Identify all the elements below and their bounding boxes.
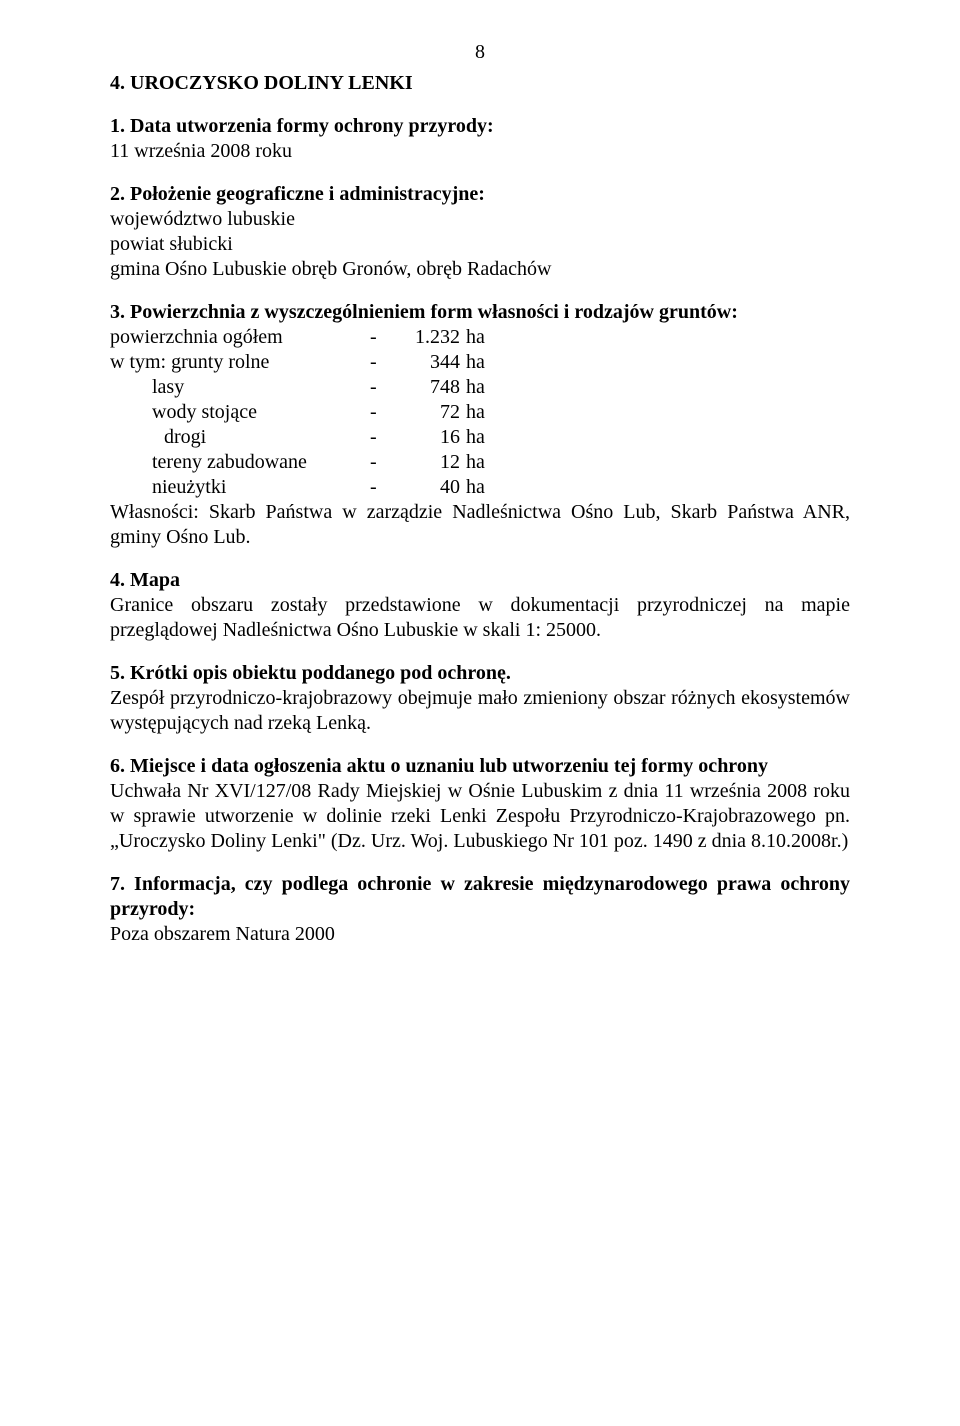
- land-row-label: drogi: [110, 425, 370, 450]
- section-4-head: 4. Mapa: [110, 569, 180, 591]
- section-6: 6. Miejsce i data ogłoszenia aktu o uzna…: [110, 754, 850, 854]
- land-row: lasy-748ha: [110, 375, 850, 400]
- land-row: wody stojące-72ha: [110, 400, 850, 425]
- land-row-unit: ha: [460, 425, 485, 450]
- section-6-head: 6. Miejsce i data ogłoszenia aktu o uzna…: [110, 754, 850, 779]
- land-row-label: tereny zabudowane: [110, 450, 370, 475]
- land-row-dash: -: [370, 400, 400, 425]
- land-row: powierzchnia ogółem-1.232ha: [110, 325, 850, 350]
- land-row-dash: -: [370, 425, 400, 450]
- land-row-dash: -: [370, 350, 400, 375]
- section-1-head: 1. Data utworzenia formy ochrony przyrod…: [110, 114, 850, 139]
- section-5-head: 5. Krótki opis obiektu poddanego pod och…: [110, 661, 850, 686]
- land-row-value: 16: [400, 425, 460, 450]
- section-3: 3. Powierzchnia z wyszczególnieniem form…: [110, 300, 850, 550]
- page-title: 4. UROCZYSKO DOLINY LENKI: [110, 71, 850, 96]
- section-5-body: Zespół przyrodniczo-krajobrazowy obejmuj…: [110, 686, 850, 736]
- land-row-label: w tym: grunty rolne: [110, 350, 370, 375]
- land-row-value: 344: [400, 350, 460, 375]
- land-row-dash: -: [370, 475, 400, 500]
- land-row-dash: -: [370, 450, 400, 475]
- land-row-label: powierzchnia ogółem: [110, 325, 370, 350]
- document-page: 8 4. UROCZYSKO DOLINY LENKI 1. Data utwo…: [0, 0, 960, 1426]
- section-6-body: Uchwała Nr XVI/127/08 Rady Miejskiej w O…: [110, 779, 850, 854]
- land-row-value: 748: [400, 375, 460, 400]
- land-row: drogi-16ha: [110, 425, 850, 450]
- land-rows-container: powierzchnia ogółem-1.232haw tym: grunty…: [110, 325, 850, 500]
- section-3-head: 3. Powierzchnia z wyszczególnieniem form…: [110, 300, 850, 325]
- section-1-body: 11 września 2008 roku: [110, 139, 850, 164]
- section-3-tail: Własności: Skarb Państwa w zarządzie Nad…: [110, 500, 850, 550]
- land-row-unit: ha: [460, 450, 485, 475]
- land-row-dash: -: [370, 325, 400, 350]
- section-1: 1. Data utworzenia formy ochrony przyrod…: [110, 114, 850, 164]
- land-row-value: 40: [400, 475, 460, 500]
- section-2-head: 2. Położenie geograficzne i administracy…: [110, 182, 850, 207]
- land-row-label: lasy: [110, 375, 370, 400]
- section-7-head: 7. Informacja, czy podlega ochronie w za…: [110, 872, 850, 922]
- section-4-body: Granice obszaru zostały przedstawione w …: [110, 593, 850, 643]
- land-row: w tym: grunty rolne-344ha: [110, 350, 850, 375]
- land-row-label: wody stojące: [110, 400, 370, 425]
- land-row-value: 72: [400, 400, 460, 425]
- section-2-line1: województwo lubuskie: [110, 207, 850, 232]
- section-2: 2. Położenie geograficzne i administracy…: [110, 182, 850, 282]
- land-row: nieużytki-40ha: [110, 475, 850, 500]
- section-4: 4. Mapa Granice obszaru zostały przedsta…: [110, 568, 850, 643]
- page-number: 8: [110, 40, 850, 65]
- land-row-unit: ha: [460, 400, 485, 425]
- section-7: 7. Informacja, czy podlega ochronie w za…: [110, 872, 850, 947]
- section-7-body: Poza obszarem Natura 2000: [110, 922, 850, 947]
- land-row-unit: ha: [460, 475, 485, 500]
- section-2-line2: powiat słubicki: [110, 232, 850, 257]
- land-row-value: 12: [400, 450, 460, 475]
- section-5: 5. Krótki opis obiektu poddanego pod och…: [110, 661, 850, 736]
- land-row-unit: ha: [460, 325, 485, 350]
- land-row-dash: -: [370, 375, 400, 400]
- land-row-label: nieużytki: [110, 475, 370, 500]
- land-row-unit: ha: [460, 350, 485, 375]
- land-row-value: 1.232: [400, 325, 460, 350]
- land-row-unit: ha: [460, 375, 485, 400]
- land-row: tereny zabudowane-12ha: [110, 450, 850, 475]
- section-2-line3: gmina Ośno Lubuskie obręb Gronów, obręb …: [110, 257, 850, 282]
